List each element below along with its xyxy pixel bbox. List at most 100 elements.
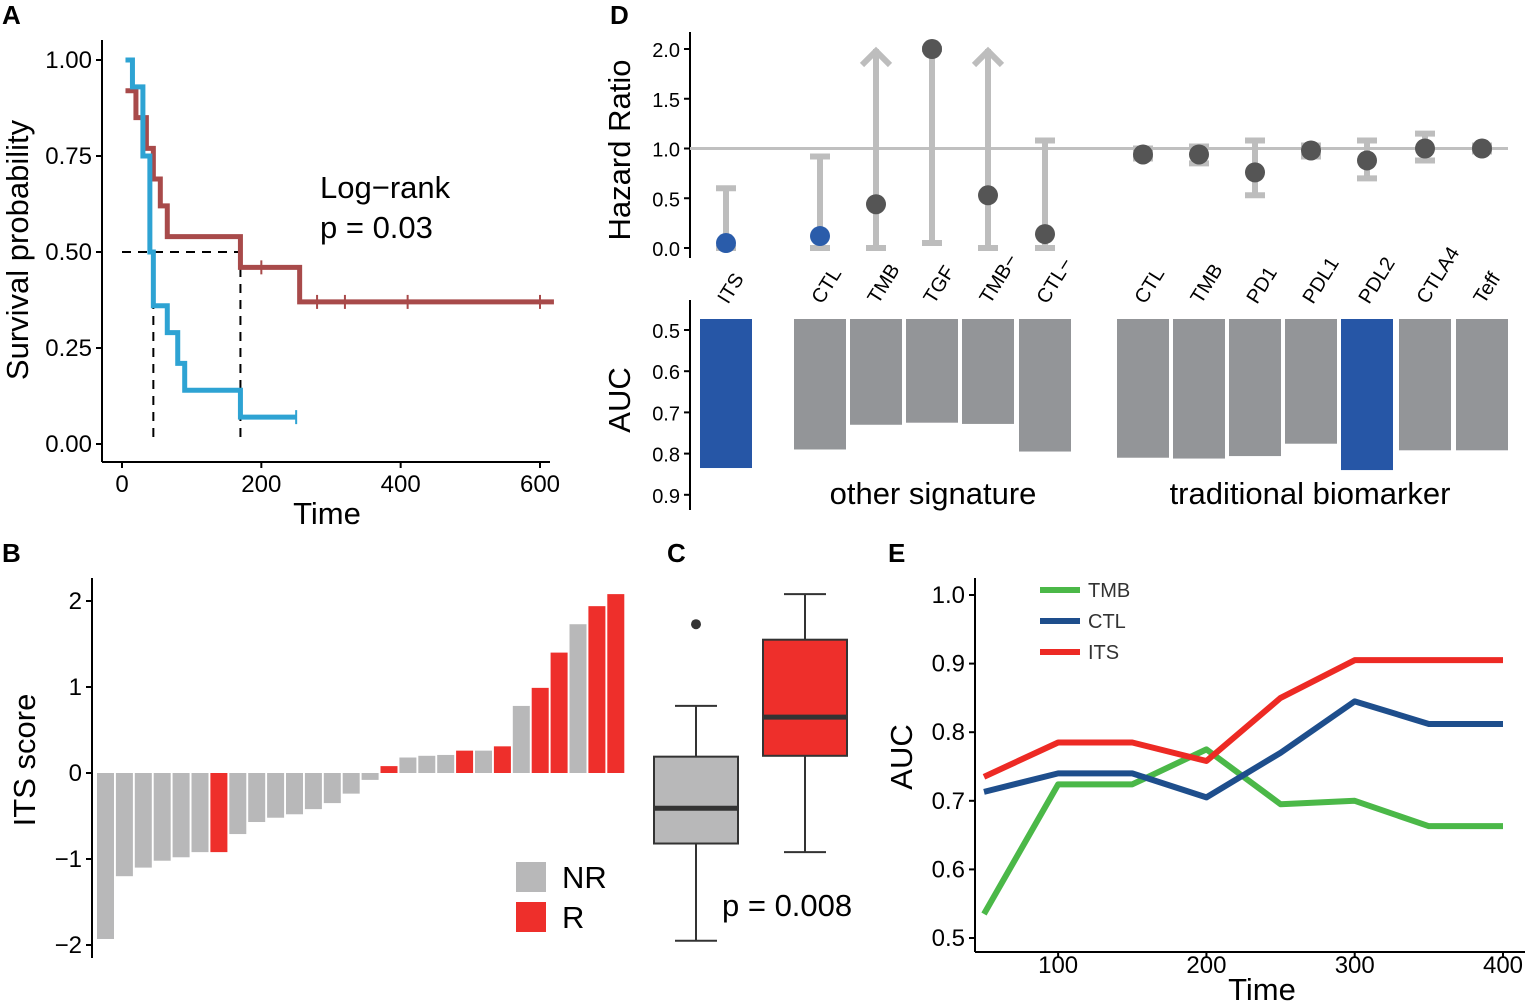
b-legend-r-label: R (562, 900, 584, 935)
b-bar (229, 773, 247, 835)
d-item-label: PDL1 (1299, 254, 1344, 308)
d-auc-bar (1399, 319, 1451, 451)
e-legend-label: ITS (1088, 642, 1119, 664)
d-hr-point (1357, 150, 1377, 171)
a-logrank-label: Log−rank (320, 170, 451, 205)
panel-label-a: A (2, 0, 21, 30)
d-hr-point (1189, 144, 1209, 165)
b-bar (380, 766, 398, 773)
d-hr-point (922, 39, 942, 59)
a-x-tick-label: 400 (381, 471, 421, 498)
e-y-tick-label: 0.7 (932, 788, 965, 815)
a-y-tick-label: 0.00 (45, 431, 92, 458)
b-bar (172, 773, 190, 858)
panel-label-b: B (2, 538, 21, 568)
d-hr-y-tick-label: 1.5 (652, 90, 680, 112)
e-y-tick-label: 0.5 (932, 925, 965, 952)
e-line-its (982, 657, 1503, 780)
b-bar (342, 773, 360, 794)
b-bar (607, 594, 625, 773)
b-y-tick-label: 0 (69, 760, 82, 787)
d-hr-point (978, 185, 998, 206)
d-auc-bar (1456, 319, 1508, 451)
d-auc-y-tick-label: 0.7 (652, 403, 680, 425)
d-hr-point (1245, 162, 1265, 183)
d-auc-y-title: AUC (602, 367, 637, 432)
a-x-tick-label: 600 (520, 471, 560, 498)
b-bar (437, 754, 455, 773)
b-bar (97, 773, 114, 939)
b-bar (418, 755, 436, 773)
d-auc-bar (850, 319, 902, 425)
b-bar (248, 773, 266, 823)
d-item-label: TMB− (976, 250, 1023, 307)
d-hr-point (1133, 144, 1153, 165)
d-hr-point (1415, 138, 1435, 159)
a-x-tick-label: 0 (115, 471, 128, 498)
b-y-title: ITS score (7, 694, 42, 827)
d-item-label: CTL− (1033, 254, 1078, 308)
d-item-label: ITS (714, 270, 749, 308)
d-item-label: Teff (1470, 269, 1506, 308)
d-hr-point (1301, 140, 1321, 161)
a-y-title: Survival probability (0, 119, 35, 380)
d-auc-y-tick-label: 0.9 (652, 486, 680, 508)
d-auc-bar (906, 319, 958, 423)
d-hr-y-tick-label: 1.0 (652, 140, 680, 162)
a-km-curve-low (125, 57, 297, 420)
d-hr-arrow-head (971, 46, 1005, 68)
e-line-ctl (983, 698, 1503, 801)
panel-c-boxplot: p = 0.008 (653, 593, 852, 942)
d-auc-bar (1019, 319, 1071, 452)
b-bar (361, 773, 379, 780)
d-group-label-other: other signature (830, 476, 1037, 511)
c-pvalue: p = 0.008 (722, 888, 852, 923)
d-item-label: TGF (920, 262, 960, 308)
d-hr-y-tick-label: 2.0 (652, 40, 680, 62)
b-bar (153, 773, 171, 861)
b-bar (210, 773, 228, 853)
d-hr-y-title: Hazard Ratio (602, 60, 637, 241)
d-item-label: CTLA4 (1413, 243, 1465, 307)
d-item-label: PDL2 (1355, 254, 1400, 308)
d-item-label: TMB (864, 260, 905, 307)
b-y-tick-label: 2 (69, 588, 82, 615)
d-hr-point (1035, 224, 1055, 245)
panel-label-e: E (888, 538, 905, 568)
a-x-title: Time (293, 496, 361, 531)
d-auc-bar (1117, 319, 1169, 458)
d-item-label: PD1 (1243, 263, 1282, 308)
e-x-tick-label: 300 (1335, 952, 1375, 979)
a-y-tick-label: 1.00 (45, 47, 92, 74)
d-hr-point (810, 226, 830, 247)
e-y-tick-label: 0.8 (932, 719, 965, 746)
panel-d-hazard-auc: Hazard Ratio AUC other signature traditi… (602, 32, 1508, 511)
e-y-tick-label: 0.9 (932, 651, 965, 678)
b-legend-nr-swatch (516, 862, 546, 892)
c-box-NR (653, 755, 739, 845)
d-auc-bar (962, 319, 1014, 424)
b-bar (191, 773, 209, 853)
b-bar (550, 652, 568, 773)
d-hr-arrow-head (859, 46, 893, 68)
b-bar (531, 687, 549, 773)
panel-label-d: D (610, 0, 629, 30)
d-auc-bar (1229, 319, 1281, 457)
b-bar (134, 773, 152, 868)
d-auc-bar (700, 319, 752, 469)
panel-a-km-plot: Survival probability Time Log−rank p = 0… (0, 40, 560, 531)
d-auc-bar (1285, 319, 1337, 444)
b-bar (267, 773, 285, 818)
d-auc-bar (1341, 319, 1393, 471)
d-auc-y-tick-label: 0.6 (652, 362, 680, 384)
d-hr-point (1472, 138, 1492, 159)
d-group-label-traditional: traditional biomarker (1170, 476, 1451, 511)
d-hr-point (716, 233, 736, 254)
panel-b-its-score-bars: ITS score NR R −2 −1 0 1 2 (7, 578, 625, 959)
b-bar (493, 746, 511, 773)
a-y-tick-label: 0.75 (45, 143, 92, 170)
b-y-tick-label: −1 (55, 846, 82, 873)
d-item-label: CTL (808, 264, 847, 308)
a-y-tick-label: 0.50 (45, 239, 92, 266)
